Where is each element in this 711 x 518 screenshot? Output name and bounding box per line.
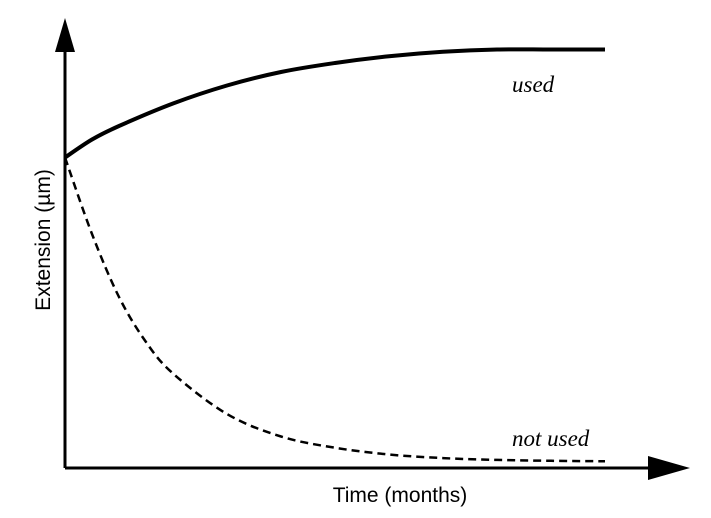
series-line-used [63,47,605,160]
y-axis-arrow-icon [55,18,75,52]
y-axis-title: Extension (µm) [32,169,55,311]
series-label-used: used [512,72,555,97]
series-label-not-used: not used [512,426,590,451]
series-layer [63,47,606,463]
series-line-not-used [63,157,606,463]
x-axis-title: Time (months) [333,484,468,507]
x-axis-arrow-icon [648,456,690,480]
